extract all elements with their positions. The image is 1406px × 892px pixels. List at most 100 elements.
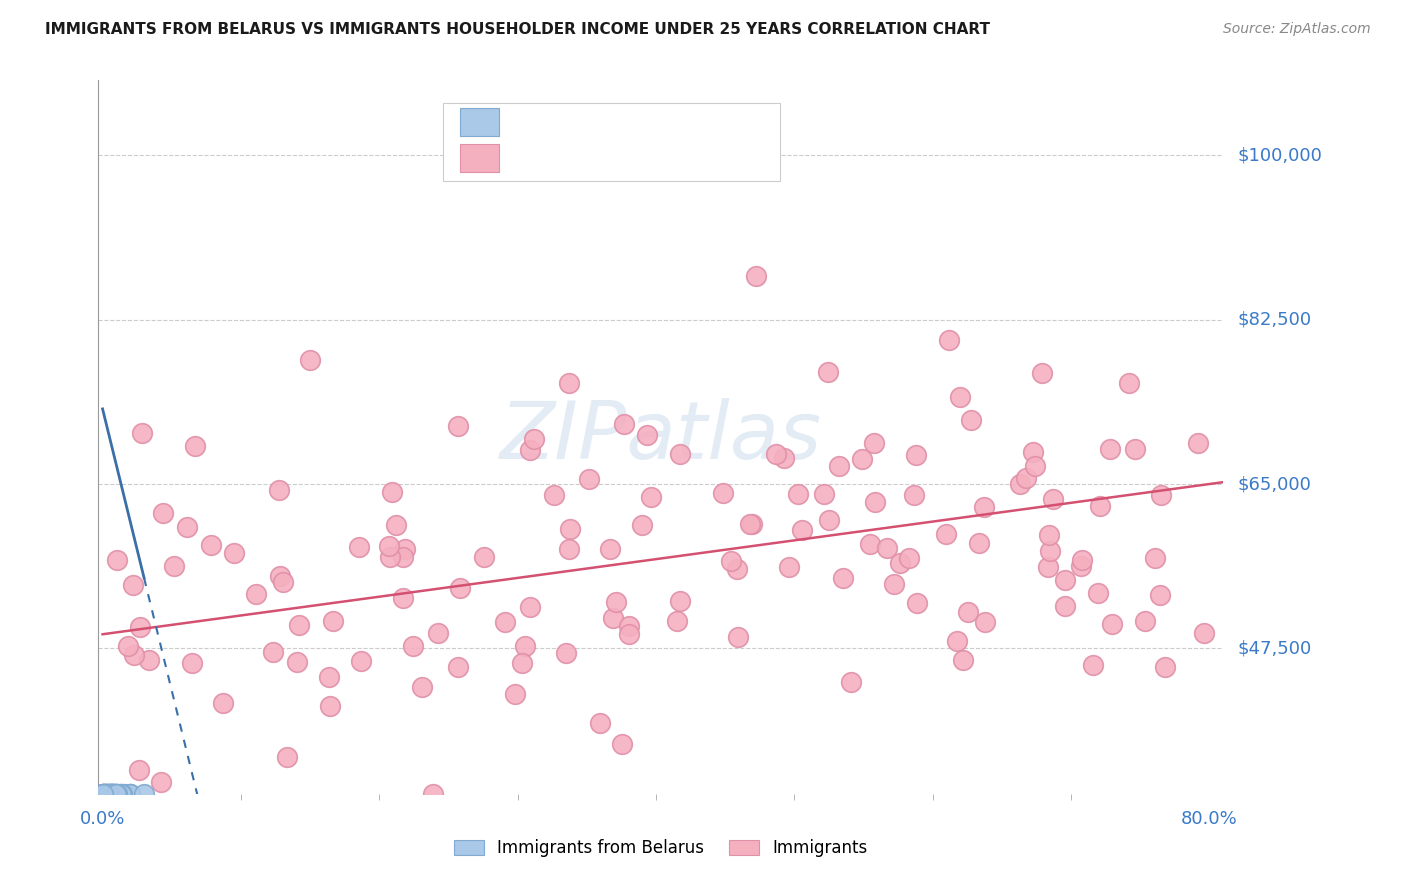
Text: $100,000: $100,000: [1237, 146, 1322, 164]
Point: [117, 639, 139, 653]
Point: [212, 696, 235, 710]
Point: [427, 626, 450, 640]
Point: [100, 787, 122, 801]
Point: [1187, 436, 1209, 450]
Point: [267, 483, 290, 497]
Point: [122, 578, 145, 592]
Point: [543, 488, 565, 502]
Point: [1135, 614, 1157, 628]
Point: [97, 787, 120, 801]
Point: [862, 435, 884, 450]
Point: [98, 787, 121, 801]
Point: [392, 591, 415, 605]
Point: [898, 550, 921, 565]
Text: -0.114: -0.114: [553, 113, 606, 131]
Point: [610, 737, 633, 751]
Point: [745, 268, 768, 283]
Point: [1087, 586, 1109, 600]
Point: [832, 571, 855, 585]
Text: R =: R =: [513, 149, 550, 167]
Point: [903, 488, 925, 502]
Point: [613, 417, 636, 432]
Point: [1150, 488, 1173, 502]
Point: [813, 487, 835, 501]
Point: [1194, 625, 1216, 640]
Point: [104, 787, 127, 801]
Point: [957, 605, 980, 619]
Point: [97, 787, 120, 801]
Point: [110, 787, 132, 801]
Point: [727, 630, 749, 644]
Point: [96, 787, 118, 801]
Legend: Immigrants from Belarus, Immigrants: Immigrants from Belarus, Immigrants: [447, 833, 875, 864]
Text: R =: R =: [513, 113, 550, 131]
Text: $47,500: $47,500: [1237, 640, 1312, 657]
Point: [973, 615, 995, 630]
Point: [905, 596, 928, 610]
Point: [447, 418, 470, 433]
Point: [967, 536, 990, 550]
Point: [1036, 560, 1059, 574]
Point: [666, 614, 689, 628]
Point: [129, 619, 152, 633]
Point: [276, 750, 298, 764]
Point: [138, 653, 160, 667]
Point: [98, 787, 121, 801]
Point: [669, 594, 692, 608]
Text: $82,500: $82,500: [1237, 310, 1312, 329]
Text: ZIPatlas: ZIPatlas: [499, 398, 823, 476]
Point: [103, 787, 125, 801]
Point: [1070, 558, 1092, 573]
Text: Source: ZipAtlas.com: Source: ZipAtlas.com: [1223, 22, 1371, 37]
Point: [94, 787, 117, 801]
Point: [222, 545, 245, 559]
Text: N =: N =: [623, 149, 671, 167]
Point: [181, 656, 204, 670]
Point: [104, 787, 127, 801]
Point: [120, 787, 142, 801]
Point: [97, 787, 120, 801]
Point: [883, 577, 905, 591]
Point: [124, 648, 146, 663]
Point: [1054, 599, 1077, 614]
Point: [952, 653, 974, 667]
Point: [1015, 471, 1038, 485]
Point: [381, 484, 404, 499]
Point: [384, 518, 406, 533]
Point: [1143, 551, 1166, 566]
Point: [1070, 553, 1092, 567]
Point: [934, 527, 956, 541]
Point: [889, 556, 911, 570]
Point: [288, 618, 311, 632]
Point: [619, 619, 641, 633]
Point: [1042, 492, 1064, 507]
Point: [1022, 445, 1045, 459]
Point: [108, 787, 131, 801]
Point: [1149, 588, 1171, 602]
Point: [100, 787, 122, 801]
Point: [149, 774, 172, 789]
Point: [578, 472, 600, 486]
Text: N =: N =: [623, 113, 671, 131]
Point: [422, 787, 444, 801]
Point: [1098, 442, 1121, 457]
Point: [859, 536, 882, 550]
Point: [790, 523, 813, 537]
Point: [350, 654, 373, 668]
Point: [262, 645, 284, 659]
Point: [103, 787, 125, 801]
Point: [176, 520, 198, 534]
Text: 0.403: 0.403: [553, 149, 600, 167]
Point: [494, 615, 516, 629]
Point: [318, 670, 340, 684]
Point: [554, 646, 576, 660]
Point: [510, 657, 533, 671]
Point: [738, 516, 761, 531]
Point: [152, 506, 174, 520]
Point: [522, 432, 544, 446]
Text: $65,000: $65,000: [1237, 475, 1310, 493]
Point: [1101, 616, 1123, 631]
Point: [91, 787, 114, 801]
Point: [447, 660, 470, 674]
Point: [519, 600, 541, 615]
